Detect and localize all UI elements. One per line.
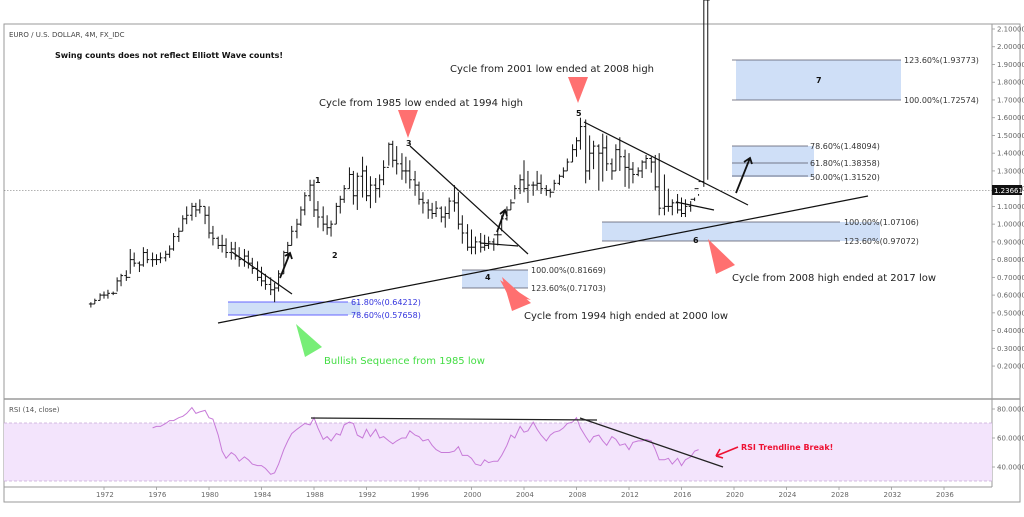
bear-marker-icon xyxy=(502,277,531,311)
wave-label-4: 4 xyxy=(485,273,491,282)
trendline-1994-2000 xyxy=(409,145,529,255)
annotation-bullish-sequence: Bullish Sequence from 1985 low xyxy=(324,356,485,367)
price-tick-label: 1.30000 xyxy=(997,167,1024,175)
price-tick-label: 0.70000 xyxy=(997,274,1024,282)
chart-frame xyxy=(3,23,1021,503)
fib-label: 100.00%(0.81669) xyxy=(531,266,606,275)
current-price-label: 1.23661 xyxy=(994,187,1023,195)
fib-zone-6[interactable]: 100.00%(1.07106) 123.60%(0.97072) xyxy=(602,218,919,246)
arrow-up-icon xyxy=(496,209,506,233)
fib-zone-target-near[interactable]: 78.60%(1.48094) 61.80%(1.38358) 50.00%(1… xyxy=(732,142,880,182)
bear-marker-icon xyxy=(398,110,418,138)
rsi-band xyxy=(4,423,992,481)
wave-label-7: 7 xyxy=(816,76,822,85)
wave-label-1: 1 xyxy=(315,176,321,185)
price-tick-label: 0.40000 xyxy=(997,327,1024,335)
time-tick-label: 1984 xyxy=(254,491,272,499)
price-tick-label: 0.90000 xyxy=(997,238,1024,246)
current-price-badge xyxy=(992,185,1022,195)
price-tick-label: 0.80000 xyxy=(997,256,1024,264)
time-tick-label: 2024 xyxy=(779,491,797,499)
fib-label: 100.00%(1.07106) xyxy=(844,218,919,227)
price-tick-label: 0.50000 xyxy=(997,309,1024,317)
long-term-support-trendline xyxy=(217,195,869,324)
price-tick-label: 1.90000 xyxy=(997,61,1024,69)
rsi-tick-label: 60.0000 xyxy=(997,435,1024,443)
disclaimer-text: Swing counts does not reflect Elliott Wa… xyxy=(55,51,283,60)
time-tick-label: 2000 xyxy=(464,491,482,499)
rsi-title: RSI (14, close) xyxy=(9,406,60,414)
trendline-1980-1985 xyxy=(231,251,293,295)
time-tick-label: 2016 xyxy=(674,491,692,499)
price-tick-label: 0.20000 xyxy=(997,363,1024,371)
fib-label: 123.60%(0.71703) xyxy=(531,284,606,293)
time-tick-label: 1976 xyxy=(149,491,167,499)
fib-label: 78.60%(1.48094) xyxy=(810,142,880,151)
time-tick-label: 1992 xyxy=(359,491,377,499)
price-tick-label: 0.60000 xyxy=(997,292,1024,300)
wave-label-6: 6 xyxy=(693,236,699,245)
symbol-title: EURO / U.S. DOLLAR, 4M, FX_IDC xyxy=(9,31,125,39)
bear-marker-icon xyxy=(568,77,588,103)
time-tick-label: 1988 xyxy=(306,491,324,499)
rsi-line xyxy=(152,406,699,475)
arrow-up-icon xyxy=(279,252,291,279)
price-tick-label: 1.70000 xyxy=(997,96,1024,104)
projection-arrows xyxy=(279,156,753,279)
rsi-tick-label: 80.0000 xyxy=(997,406,1024,414)
time-tick-label: 2012 xyxy=(621,491,639,499)
price-tick-label: 1.10000 xyxy=(997,203,1024,211)
fib-label: 61.80%(1.38358) xyxy=(810,159,880,168)
price-tick-label: 1.00000 xyxy=(997,221,1024,229)
time-tick-label: 1980 xyxy=(201,491,219,499)
rsi-break-annotation: RSI Trendline Break! xyxy=(741,443,833,452)
fib-zone-7[interactable]: 123.60%(1.93773) 100.00%(1.72574) xyxy=(732,56,979,105)
time-tick-label: 1996 xyxy=(411,491,429,499)
annotation-1994-2000: Cycle from 1994 high ended at 2000 low xyxy=(524,311,728,322)
price-tick-label: 1.60000 xyxy=(997,114,1024,122)
fib-label: 50.00%(1.31520) xyxy=(810,173,880,182)
rsi-trendline-top[interactable] xyxy=(310,417,598,421)
wave-label-2: 2 xyxy=(332,251,338,260)
price-tick-label: 1.40000 xyxy=(997,150,1024,158)
time-tick-label: 2004 xyxy=(516,491,534,499)
fib-label: 123.60%(0.97072) xyxy=(844,237,919,246)
trendlines[interactable] xyxy=(217,121,869,324)
time-tick-label: 2020 xyxy=(726,491,744,499)
annotation-2001-2008: Cycle from 2001 low ended at 2008 high xyxy=(450,64,654,75)
triangle-line-2000 xyxy=(479,242,519,247)
annotation-2008-2017: Cycle from 2008 high ended at 2017 low xyxy=(732,273,936,284)
fib-label: 78.60%(0.57658) xyxy=(351,311,421,320)
red-arrow-icon xyxy=(715,446,739,457)
wave-label-3: 3 xyxy=(406,139,412,148)
bull-marker-icon xyxy=(296,324,322,357)
trendline-2008-2017 xyxy=(583,121,749,206)
price-bars xyxy=(88,0,710,308)
fib-zone-4[interactable]: 100.00%(0.81669) 123.60%(0.71703) xyxy=(462,266,606,293)
triangle-line-2016 xyxy=(675,201,715,211)
bear-marker-icon xyxy=(708,239,735,274)
fib-label: 61.80%(0.64212) xyxy=(351,298,421,307)
time-tick-label: 2036 xyxy=(936,491,954,499)
time-tick-label: 2008 xyxy=(569,491,587,499)
wave-label-5: 5 xyxy=(576,109,582,118)
time-tick-label: 1972 xyxy=(96,491,114,499)
price-tick-label: 1.80000 xyxy=(997,79,1024,87)
annotation-1985-1994: Cycle from 1985 low ended at 1994 high xyxy=(319,98,523,109)
price-tick-label: 2.10000 xyxy=(997,26,1024,34)
time-tick-label: 2032 xyxy=(884,491,902,499)
rsi-tick-label: 40.0000 xyxy=(997,464,1024,472)
price-tick-label: 0.30000 xyxy=(997,345,1024,353)
fib-label: 100.00%(1.72574) xyxy=(904,96,979,105)
time-axis[interactable]: 1972 1976 1980 1984 1988 1992 1996 2000 2004 2008… xyxy=(96,487,954,499)
arrow-up-icon xyxy=(735,157,751,194)
time-tick-label: 2028 xyxy=(831,491,849,499)
rsi-axis[interactable]: 80.0000 60.0000 40.0000 xyxy=(992,406,1024,472)
fib-label: 123.60%(1.93773) xyxy=(904,56,979,65)
price-tick-label: 2.00000 xyxy=(997,43,1024,51)
price-tick-label: 1.50000 xyxy=(997,132,1024,140)
rsi-trendline-down[interactable] xyxy=(579,417,724,468)
